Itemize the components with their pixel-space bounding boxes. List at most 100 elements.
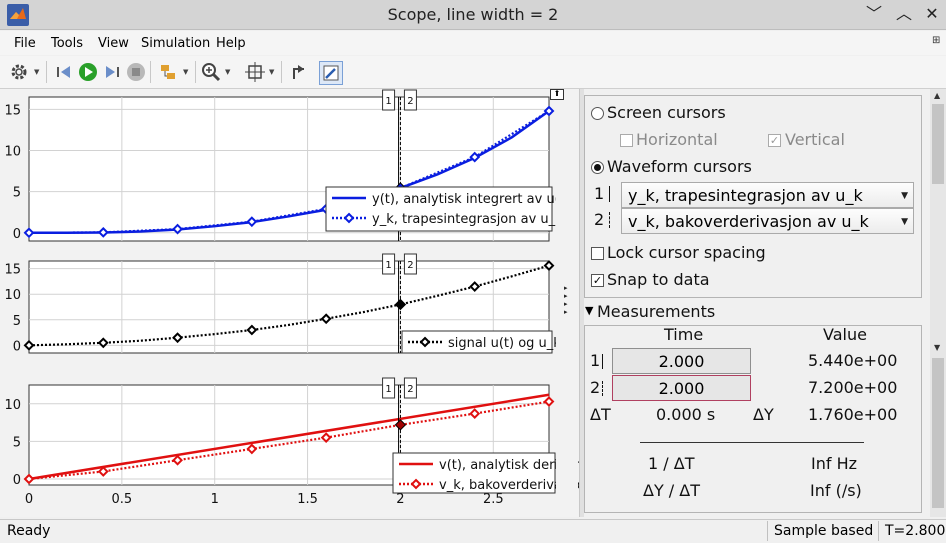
toolbar-separator bbox=[195, 61, 196, 83]
legend-overflow-mask bbox=[556, 185, 578, 517]
cursor-tag bbox=[403, 89, 417, 111]
x-tick-label: 1 bbox=[211, 492, 219, 507]
cursor2-number: 2 bbox=[594, 210, 605, 229]
menu-bar bbox=[0, 31, 946, 55]
undock-pin-icon[interactable]: ⊞ bbox=[932, 35, 941, 46]
inverse-dt-value: Inf Hz bbox=[811, 454, 858, 473]
highlight-dropdown-icon[interactable]: ▼ bbox=[183, 68, 189, 76]
scrollbar-thumb[interactable] bbox=[932, 104, 944, 184]
x-tick-label: 1.5 bbox=[297, 492, 318, 507]
status-sample-mode: Sample based bbox=[767, 521, 878, 541]
delta-y-value: 1.760e+00 bbox=[808, 405, 898, 424]
scroll-up-icon[interactable]: ▲ bbox=[934, 91, 941, 100]
menu-file[interactable]: File bbox=[14, 36, 36, 51]
vertical-checkbox[interactable]: ✓ bbox=[768, 134, 781, 147]
minimize-button[interactable]: ﹀ bbox=[865, 4, 882, 23]
slope-label: ΔY / ΔT bbox=[643, 481, 700, 500]
gear-dropdown-icon[interactable]: ▼ bbox=[34, 68, 40, 76]
y-tick-label: 5 bbox=[13, 186, 21, 201]
scroll-down-icon[interactable]: ▼ bbox=[934, 343, 941, 352]
panel-splitter[interactable] bbox=[579, 89, 585, 517]
x-tick-label: 2 bbox=[396, 492, 404, 507]
cursor1-signal-select[interactable]: y_k, trapesintegrasjon av u_k ▼ bbox=[621, 182, 914, 208]
data-point-marker bbox=[23, 227, 35, 239]
snap-to-data-checkbox[interactable]: ✓ bbox=[591, 274, 604, 287]
waveform-cursors-radio[interactable] bbox=[591, 161, 604, 174]
cursor-tag bbox=[403, 377, 417, 399]
cursor2-signal-select[interactable]: v_k, bakoverderivasjon av u_k ▼ bbox=[621, 208, 914, 234]
cursor2-time-field[interactable]: 2.000 bbox=[612, 375, 751, 401]
zoom-icon[interactable] bbox=[200, 61, 222, 83]
y-tick-label: 15 bbox=[4, 103, 21, 118]
data-point-marker bbox=[97, 226, 109, 238]
data-point-marker bbox=[543, 396, 555, 407]
time-header: Time bbox=[664, 325, 704, 344]
meas-cursor2-label: 2 bbox=[590, 378, 601, 397]
y-tick-label: 0 bbox=[13, 473, 21, 488]
data-point-marker bbox=[172, 454, 183, 466]
cursor-intersection-marker bbox=[394, 419, 407, 431]
stop-icon[interactable] bbox=[125, 61, 147, 83]
step-forward-icon[interactable] bbox=[101, 61, 123, 83]
legend-label: signal u(t) og u_k bbox=[448, 336, 561, 351]
menu-tools[interactable]: Tools bbox=[51, 36, 84, 51]
highlight-block-icon[interactable] bbox=[157, 61, 179, 83]
status-time: T=2.800 bbox=[878, 521, 946, 541]
restore-button[interactable]: ︿ bbox=[895, 4, 912, 23]
cursor-tag-label: 2 bbox=[407, 260, 413, 271]
more-tabs-icon[interactable]: ▸ ▸ ▸ ▸ bbox=[564, 284, 568, 316]
horizontal-checkbox[interactable] bbox=[620, 134, 633, 147]
menu-view[interactable]: View bbox=[98, 36, 129, 51]
chevron-down-icon: ▼ bbox=[901, 217, 908, 227]
series-line bbox=[28, 110, 550, 234]
x-tick-label: 0.5 bbox=[112, 492, 133, 507]
cursor1-number: 1 bbox=[594, 184, 605, 203]
cursor2-value: 7.200e+00 bbox=[808, 378, 898, 397]
legend-marker bbox=[419, 336, 431, 348]
zoom-dropdown-icon[interactable]: ▼ bbox=[225, 68, 231, 76]
cursor2-signal-value: v_k, bakoverderivasjon av u_k bbox=[628, 212, 869, 231]
bring-to-front-icon[interactable] bbox=[288, 61, 310, 83]
menu-simulation[interactable]: Simulation bbox=[141, 36, 211, 51]
settings-title-cut bbox=[620, 89, 648, 94]
legend-label: v(t), analytisk derivert av u(t) bbox=[439, 458, 579, 473]
series-line bbox=[28, 393, 550, 481]
vertical-label: Vertical bbox=[785, 130, 845, 149]
legend-box bbox=[401, 330, 553, 354]
maximize-axes-icon[interactable]: ⬆ bbox=[550, 89, 564, 100]
cursor-tag bbox=[382, 89, 396, 111]
step-back-icon[interactable] bbox=[53, 61, 75, 83]
scrollbar-thumb-lower[interactable] bbox=[932, 358, 944, 508]
run-icon[interactable] bbox=[77, 61, 99, 83]
delta-y-label: ΔY bbox=[753, 405, 774, 424]
screen-cursors-radio[interactable] bbox=[591, 107, 604, 120]
collapse-arrow-icon[interactable]: ▼ bbox=[585, 304, 594, 317]
cursor1-signal-value: y_k, trapesintegrasjon av u_k bbox=[628, 186, 863, 205]
cursor-tag-label: 1 bbox=[385, 384, 391, 395]
gear-icon[interactable] bbox=[8, 61, 30, 83]
legend-box bbox=[392, 452, 556, 494]
lock-spacing-checkbox[interactable] bbox=[591, 247, 604, 260]
data-point-marker bbox=[246, 216, 258, 228]
snap-to-data-label: Snap to data bbox=[607, 270, 710, 289]
menu-help[interactable]: Help bbox=[216, 36, 246, 51]
fit-dropdown-icon[interactable]: ▼ bbox=[269, 68, 275, 76]
y-tick-label: 15 bbox=[4, 263, 21, 278]
close-button[interactable]: ✕ bbox=[925, 4, 939, 23]
cursor-tag bbox=[403, 253, 417, 275]
toolbar-separator bbox=[281, 61, 282, 83]
status-bar bbox=[0, 519, 946, 543]
style-icon[interactable] bbox=[319, 61, 343, 85]
x-tick-label: 0 bbox=[25, 492, 33, 507]
y-tick-label: 10 bbox=[4, 288, 21, 303]
fit-to-view-icon[interactable] bbox=[244, 61, 266, 83]
measurements-title[interactable]: Measurements bbox=[597, 302, 716, 321]
window-title: Scope, line width = 2 bbox=[387, 5, 559, 24]
meas-cursor1-solid-marker bbox=[602, 354, 603, 369]
cursor-tag-label: 1 bbox=[385, 260, 391, 271]
cursor1-time-field[interactable]: 2.000 bbox=[612, 348, 751, 374]
meas-cursor2-dashed-marker bbox=[602, 381, 603, 396]
data-point-marker bbox=[23, 339, 35, 351]
data-point-marker bbox=[246, 324, 258, 336]
data-point-marker bbox=[320, 313, 332, 325]
